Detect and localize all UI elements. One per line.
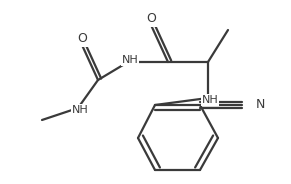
Text: NH: NH bbox=[72, 105, 88, 115]
Text: N: N bbox=[255, 98, 265, 112]
Text: O: O bbox=[77, 33, 87, 45]
Text: O: O bbox=[146, 13, 156, 26]
Text: NH: NH bbox=[202, 95, 218, 105]
Text: NH: NH bbox=[122, 55, 139, 65]
